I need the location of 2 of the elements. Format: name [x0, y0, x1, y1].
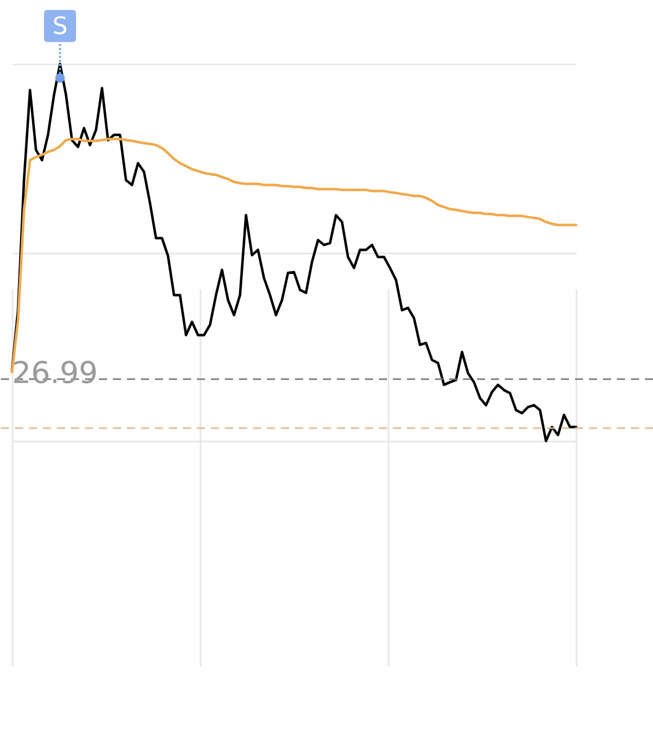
- annotation: 26.99: [12, 356, 98, 392]
- annotation: S: [52, 12, 68, 40]
